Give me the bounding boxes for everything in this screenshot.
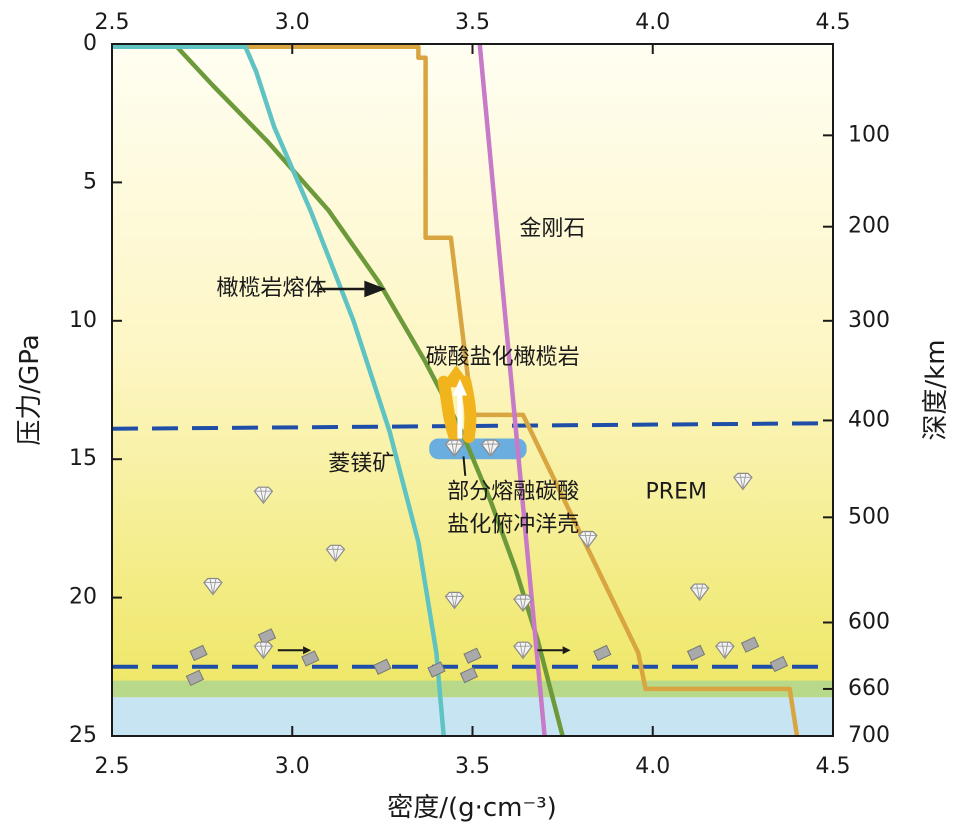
y-axis-right: 100 200 300 400 500 600 660 700 <box>823 122 890 748</box>
diamond-symbol <box>715 641 735 660</box>
y2-tick-label: 300 <box>848 308 890 333</box>
diamond-symbols <box>203 439 753 660</box>
plot-background <box>112 44 833 736</box>
plume-right-arm <box>459 375 477 444</box>
y2-tick-label: 700 <box>848 723 890 748</box>
slab-block <box>189 644 208 662</box>
diamond-facets <box>445 440 464 457</box>
x-tick-label-top: 3.0 <box>275 10 310 35</box>
diamond-facets <box>445 592 464 609</box>
y-axis-left: 0 5 10 15 20 25 <box>69 31 122 748</box>
diamond-facets <box>690 583 709 601</box>
diamond-facets <box>715 642 734 659</box>
slab-block <box>427 661 446 678</box>
label-peridotite-melt: 橄榄岩熔体 <box>217 276 327 301</box>
carbonated-crust-box <box>429 438 527 460</box>
diamond-facets <box>513 642 532 659</box>
diamond-symbol <box>253 641 274 660</box>
small-arrow-head <box>303 646 312 655</box>
diamond-facets <box>254 642 273 659</box>
x-tick-label-bottom: 4.5 <box>816 754 851 779</box>
green-band <box>112 680 833 698</box>
y-tick-label-left: 5 <box>83 169 97 194</box>
diamond-symbol <box>480 439 501 458</box>
label-crust-line1: 部分熔融碳酸 <box>447 479 579 504</box>
crust-leader-line <box>462 456 467 476</box>
diamond-symbol <box>253 486 274 505</box>
x-tick-label-bottom: 3.5 <box>455 754 490 779</box>
melt-arrow-head <box>364 280 386 298</box>
y-axis-title: 压力/GPa <box>15 334 45 445</box>
x-tick-label-bottom: 2.5 <box>95 754 130 779</box>
diamond-facets <box>578 531 597 548</box>
label-magnesite: 菱镁矿 <box>328 452 394 477</box>
label-carbonated-peridotite: 碳酸盐化橄榄岩 <box>426 345 580 370</box>
y2-tick-label: 200 <box>848 214 890 239</box>
diamond-facets <box>326 545 345 562</box>
y-tick-label-left: 0 <box>83 31 97 56</box>
plume-arrow-head <box>440 365 473 388</box>
y-tick-label-left: 15 <box>69 446 97 471</box>
diamond-facets <box>203 578 222 595</box>
x-tick-label-top: 2.5 <box>95 10 130 35</box>
series-line-diamond <box>477 44 547 736</box>
series-line-prem <box>112 44 800 736</box>
diamond-facets <box>733 473 752 490</box>
y2-tick-label: 500 <box>848 504 890 529</box>
diamond-symbol <box>513 594 533 613</box>
diamond-symbol <box>325 544 346 563</box>
slab-block <box>463 647 482 664</box>
y2-tick-label: 100 <box>848 122 890 147</box>
series-line-peridotite-melt <box>112 44 565 736</box>
diamond-symbol <box>444 439 465 458</box>
y2-tick-label: 400 <box>848 407 890 432</box>
label-diamond: 金刚石 <box>519 216 585 241</box>
y-tick-label-left: 25 <box>69 723 97 748</box>
slab-block <box>769 655 789 673</box>
slab-block <box>686 644 706 662</box>
diamond-symbol <box>578 530 598 549</box>
diamond-facets <box>481 440 500 457</box>
slab-block <box>301 650 320 667</box>
y2-tick-label: 660 <box>848 676 890 701</box>
plume-core-arrow-head <box>452 378 468 396</box>
small-arrow-head <box>562 646 571 655</box>
slab-block <box>185 669 205 687</box>
diamond-symbol <box>689 583 710 602</box>
label-crust-line2: 盐化俯冲洋壳 <box>447 513 579 538</box>
diamond-facets <box>254 487 273 504</box>
slab-block <box>593 644 612 662</box>
diamond-symbol <box>203 577 223 596</box>
slab-block <box>740 636 760 653</box>
y2-axis-title: 深度/km <box>921 339 951 440</box>
label-prem: PREM <box>646 479 707 504</box>
series-line-magnesite <box>112 44 446 736</box>
diamond-symbol <box>513 641 533 660</box>
x-tick-label-bottom: 4.0 <box>635 754 670 779</box>
x-tick-label-bottom: 3.0 <box>275 754 310 779</box>
x-tick-label-top: 4.0 <box>635 10 670 35</box>
diamond-facets <box>513 595 532 612</box>
diamond-symbol <box>444 591 465 610</box>
x-axis-title: 密度/(g·cm⁻³) <box>387 793 557 823</box>
x-tick-label-top: 3.5 <box>455 10 490 35</box>
y-tick-label-left: 10 <box>69 308 97 333</box>
x-axis-top: 2.5 3.0 3.5 4.0 4.5 <box>95 10 851 54</box>
x-tick-label-top: 4.5 <box>816 10 851 35</box>
y2-tick-label: 600 <box>848 610 890 635</box>
slab-block <box>373 658 392 675</box>
y-tick-label-left: 20 <box>69 585 97 610</box>
diamond-symbol <box>733 472 753 491</box>
slab-block <box>459 666 479 684</box>
slab-block <box>257 628 277 645</box>
x-axis-bottom: 2.5 3.0 3.5 4.0 4.5 <box>95 726 851 779</box>
decorations <box>185 280 789 687</box>
